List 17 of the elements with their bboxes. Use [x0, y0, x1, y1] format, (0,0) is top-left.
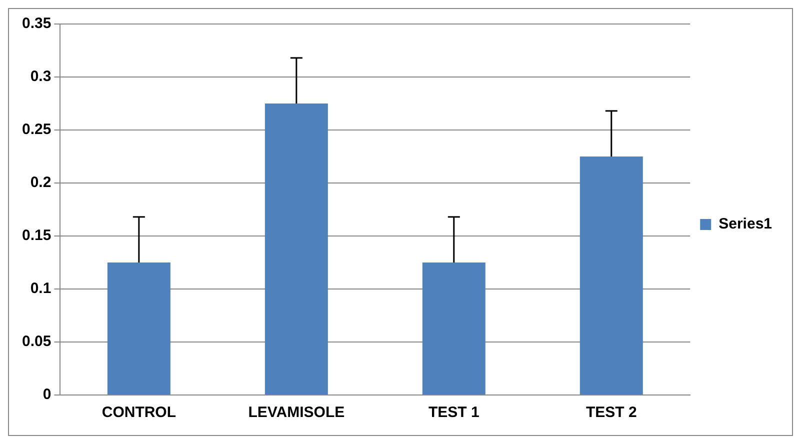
y-tick-label: 0	[42, 386, 52, 404]
bar	[422, 262, 486, 394]
y-tick-label: 0.3	[30, 68, 52, 86]
x-tick-label: LEVAMISOLE	[248, 404, 345, 422]
x-tick-label: CONTROL	[102, 404, 176, 422]
bar	[107, 262, 170, 394]
y-tick-label: 0.05	[22, 333, 52, 350]
bar	[264, 104, 328, 394]
y-tick-label: 0.25	[22, 121, 52, 138]
y-tick-label: 0.2	[30, 174, 52, 192]
x-tick-label: TEST 2	[586, 404, 637, 422]
y-tick-label: 0.35	[22, 15, 52, 32]
x-tick-label: TEST 1	[428, 404, 480, 422]
bar	[580, 156, 643, 394]
legend-label: Series1	[718, 216, 772, 233]
y-tick-label: 0.15	[22, 227, 52, 244]
y-tick-label: 0.1	[30, 280, 52, 298]
